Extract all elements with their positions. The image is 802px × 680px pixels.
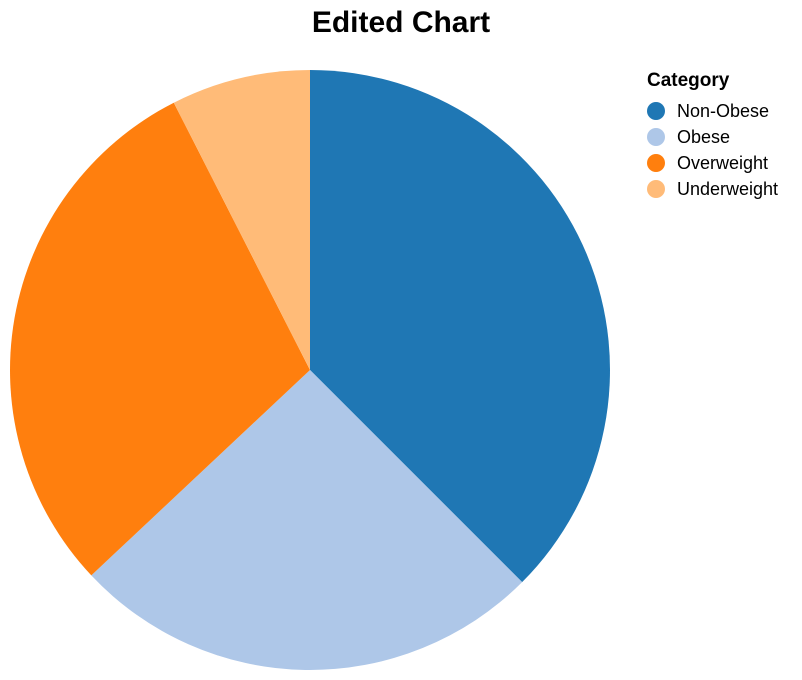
pie-slice-overweight (10, 102, 311, 576)
pie-slice-obese (91, 370, 523, 670)
legend-label: Non-Obese (677, 100, 770, 121)
legend-item-overweight: Overweight (647, 150, 778, 176)
legend-label: Obese (677, 126, 731, 147)
legend-swatch (647, 154, 665, 172)
legend-title: Category (647, 70, 730, 91)
legend-item-underweight: Underweight (647, 176, 778, 202)
legend-label: Underweight (677, 178, 779, 199)
pie-slice-underweight (173, 70, 310, 370)
legend: Category Non-Obese Obese Overweight Underwe… (647, 70, 778, 202)
legend-swatch (647, 102, 665, 120)
legend-item-obese: Obese (647, 124, 778, 150)
legend-label: Overweight (677, 152, 769, 173)
legend-swatch (647, 128, 665, 146)
pie-slices (10, 70, 610, 670)
pie-slice-non-obese (310, 70, 610, 583)
legend-swatch (647, 180, 665, 198)
chart-title: Edited Chart (311, 6, 491, 39)
legend-item-non-obese: Non-Obese (647, 98, 778, 124)
legend-items: Non-Obese Obese Overweight Underweight (647, 98, 778, 202)
